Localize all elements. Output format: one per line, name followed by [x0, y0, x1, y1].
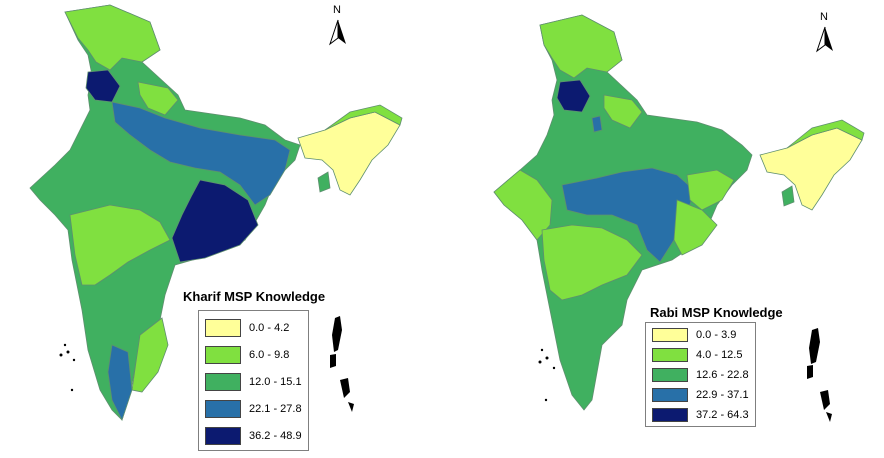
legend-row: 22.9 - 37.1	[652, 387, 749, 403]
rabi-region-northeast	[759, 127, 863, 211]
kharif-map-panel: N Kharif MSP Knowledge 0.0 - 4.2 6.0 - 9…	[29, 4, 403, 451]
kharif-legend: 0.0 - 4.2 6.0 - 9.8 12.0 - 15.1 22.1 - 2…	[198, 310, 309, 451]
legend-swatch	[652, 388, 688, 402]
legend-row: 6.0 - 9.8	[205, 344, 302, 365]
rabi-region-arunachal	[786, 119, 865, 149]
legend-label: 12.6 - 22.8	[696, 369, 749, 381]
legend-label: 22.1 - 27.8	[249, 402, 302, 415]
rabi-map-panel: N Rabi MSP Knowledge 0.0 - 3.9 4.0 - 12.…	[442, 0, 884, 458]
legend-swatch	[652, 348, 688, 362]
rabi-region-east	[673, 199, 718, 256]
rabi-region-uk	[603, 94, 643, 129]
legend-row: 12.6 - 22.8	[652, 367, 749, 383]
legend-swatch	[652, 408, 688, 422]
legend-row: 12.0 - 15.1	[205, 371, 302, 392]
kharif-region-maharashtra	[69, 204, 171, 286]
north-arrow-icon: N	[329, 4, 346, 46]
rabi-region-jk	[539, 14, 623, 79]
legend-swatch	[205, 426, 241, 445]
rabi-region-bihar	[686, 169, 735, 211]
legend-row: 36.2 - 48.9	[205, 425, 302, 446]
svg-text:N: N	[333, 4, 341, 16]
kharif-region-kerala	[107, 344, 133, 422]
kharif-region-arunachal	[324, 104, 403, 131]
legend-row: 37.2 - 64.3	[652, 407, 749, 423]
rabi-region-gujarat	[493, 169, 553, 241]
kharif-region-uk	[137, 81, 179, 116]
kharif-india-map: N	[29, 4, 403, 422]
legend-row: 0.0 - 4.2	[205, 317, 302, 338]
legend-row: 22.1 - 27.8	[205, 398, 302, 419]
rabi-legend-title: Rabi MSP Knowledge	[650, 305, 783, 320]
kharif-region-northeast	[297, 111, 401, 196]
legend-swatch	[205, 345, 241, 364]
legend-label: 36.2 - 48.9	[249, 429, 302, 442]
rabi-region-tripura	[781, 185, 795, 207]
legend-swatch	[205, 372, 241, 391]
legend-label: 37.2 - 64.3	[696, 409, 749, 421]
legend-label: 0.0 - 4.2	[249, 321, 290, 334]
legend-label: 12.0 - 15.1	[249, 375, 302, 388]
rabi-region-punjab	[556, 79, 591, 113]
legend-label: 4.0 - 12.5	[696, 349, 743, 361]
kharif-legend-title: Kharif MSP Knowledge	[183, 289, 326, 304]
legend-swatch	[205, 399, 241, 418]
kharif-islands	[59, 316, 354, 412]
legend-swatch	[652, 368, 688, 382]
north-arrow-icon: N	[816, 11, 833, 53]
rabi-islands	[538, 328, 832, 422]
rabi-india-map: N	[493, 11, 865, 422]
legend-label: 22.9 - 37.1	[696, 389, 749, 401]
rabi-legend: 0.0 - 3.9 4.0 - 12.5 12.6 - 22.8 22.9 - …	[645, 322, 756, 427]
legend-label: 0.0 - 3.9	[696, 329, 737, 341]
kharif-region-jk	[64, 4, 161, 71]
legend-row: 4.0 - 12.5	[652, 347, 749, 363]
legend-label: 6.0 - 9.8	[249, 348, 290, 361]
rabi-region-delhi	[591, 115, 603, 133]
kharif-region-tripura	[317, 171, 331, 193]
kharif-region-odisha	[171, 179, 259, 263]
legend-swatch	[652, 328, 688, 342]
legend-row: 0.0 - 3.9	[652, 327, 749, 343]
kharif-region-tn	[131, 317, 169, 393]
svg-text:N: N	[820, 11, 828, 23]
rabi-region-maharashtra	[541, 224, 643, 301]
kharif-region-up	[111, 101, 291, 206]
legend-swatch	[205, 318, 241, 337]
